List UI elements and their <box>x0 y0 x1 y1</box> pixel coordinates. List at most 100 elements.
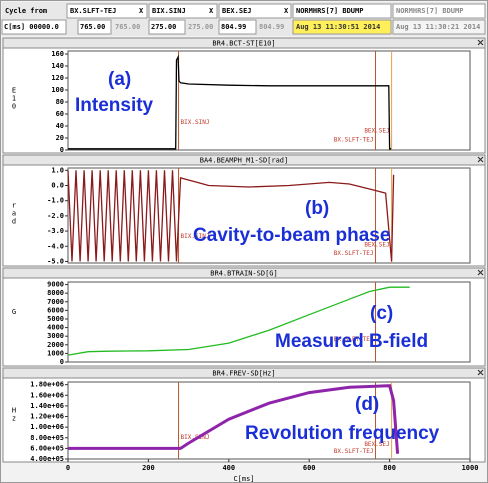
header-label: BX.SLFT-TEJ <box>70 7 116 15</box>
y-tick-label: 0 <box>60 146 64 154</box>
header-value[interactable]: 765.00 <box>80 23 105 31</box>
cell <box>292 3 392 19</box>
y-tick-label: 1.20e+06 <box>30 413 64 421</box>
cell[interactable] <box>148 19 186 35</box>
event-label: BEX.SEJ <box>364 441 389 448</box>
header-value: 275.00 <box>188 23 213 31</box>
y-axis-label: rad <box>10 202 18 226</box>
y-tick-label: 1.40e+06 <box>30 402 64 410</box>
y-tick-label: 3000 <box>47 332 64 340</box>
y-tick-label: 1.00e+06 <box>30 423 64 431</box>
y-tick-label: 7000 <box>47 298 64 306</box>
y-tick-label: 6.00e+05 <box>30 444 64 452</box>
header-label: BEX.SEJ <box>222 7 252 15</box>
data-line <box>67 170 395 262</box>
panel-title-bar <box>2 367 486 379</box>
y-tick-label: 2000 <box>47 341 64 349</box>
y-tick-label: 120 <box>51 74 64 82</box>
y-tick-label: 0.0 <box>51 181 64 189</box>
y-tick-label: 1.0 <box>51 166 64 174</box>
header-label: BIX.SINJ <box>152 7 186 15</box>
y-tick-label: -5.0 <box>47 257 64 265</box>
y-tick-label: 6000 <box>47 306 64 314</box>
header-value: Aug 13 11:30:21 2014 <box>396 23 480 31</box>
event-label: BX.SLFT-TEJ <box>334 137 374 144</box>
panel <box>2 267 486 367</box>
close-button[interactable]: X <box>284 7 289 15</box>
close-icon <box>477 269 484 276</box>
event-label: BX.SLFT-TEJ <box>334 448 374 455</box>
panel-title: BR4.BTRAIN-SD[G] <box>210 270 277 278</box>
y-tick-label: 0 <box>60 358 64 366</box>
header-label: Cycle from <box>5 7 47 15</box>
cell <box>148 3 218 19</box>
cell <box>218 3 292 19</box>
header-value: 804.99 <box>259 23 284 31</box>
y-axis-label: Hz <box>10 407 18 423</box>
y-tick-label: 8000 <box>47 289 64 297</box>
plot-area <box>67 381 471 460</box>
close-button[interactable]: X <box>209 7 214 15</box>
y-tick-label: 80 <box>56 98 64 106</box>
header-value[interactable]: 804.99 <box>221 23 246 31</box>
panel-title: BA4.BEAMPH_M1-SD[rad] <box>200 157 289 165</box>
header-value[interactable]: 275.00 <box>151 23 176 31</box>
annotation: Cavity-to-beam phase <box>193 225 390 246</box>
cell <box>292 19 392 35</box>
header-label: NORMHRS[7] BDUMP <box>296 7 363 15</box>
event-label: BX.SLFT-TEJ <box>334 250 374 257</box>
panel <box>2 367 486 463</box>
data-line <box>67 286 410 356</box>
y-tick-label: 160 <box>51 50 64 58</box>
y-tick-label: 1.80e+06 <box>30 381 64 389</box>
annotation: Intensity <box>75 95 154 116</box>
y-tick-label: 40 <box>56 122 64 130</box>
event-label: BEX.SEJ <box>364 128 389 135</box>
data-line <box>68 384 400 454</box>
y-tick-label: 5000 <box>47 315 64 323</box>
y-tick-label: -2.0 <box>47 212 64 220</box>
data-line <box>68 54 392 150</box>
y-tick-label: 60 <box>56 110 64 118</box>
header-value: Aug 13 11:30:51 2014 <box>296 23 380 31</box>
panel-title: BR4.FREV-SD[Hz] <box>212 370 275 378</box>
y-tick-label: -1.0 <box>47 197 64 205</box>
panel-title-bar <box>2 37 486 49</box>
x-tick-label: 600 <box>303 464 316 472</box>
cell[interactable] <box>77 19 112 35</box>
y-tick-label: 8.00e+05 <box>30 434 64 442</box>
event-label: BIX.SINJ <box>181 119 210 126</box>
annotation: Revolution frequency <box>245 423 440 444</box>
close-icon <box>477 39 484 46</box>
annotation: (b) <box>305 198 329 219</box>
annotation: (c) <box>370 303 393 324</box>
y-tick-label: 4.00e+05 <box>30 455 64 463</box>
event-label: BEX.SEJ <box>364 241 389 248</box>
panel-title-bar <box>2 154 486 166</box>
event-label: BX.SLFT-TEJ <box>334 336 374 343</box>
cell <box>66 3 148 19</box>
y-axis-label: E10 <box>10 87 18 111</box>
close-button[interactable]: X <box>139 7 144 15</box>
plot-area <box>67 281 471 363</box>
header-value: 765.00 <box>115 23 140 31</box>
annotation: Measured B-field <box>275 331 428 352</box>
panel <box>2 37 486 154</box>
y-tick-label: -4.0 <box>47 242 64 250</box>
header-label: NORMHRS[7] BDUMP <box>396 7 463 15</box>
panel-title: BR4.BCT-ST[E10] <box>212 40 275 48</box>
y-tick-label: 4000 <box>47 324 64 332</box>
event-label: BIX.SINJ <box>181 434 210 441</box>
annotation: (d) <box>355 394 379 415</box>
x-tick-label: 800 <box>383 464 396 472</box>
x-axis-label: C[ms] <box>233 475 254 483</box>
y-tick-label: 140 <box>51 62 64 70</box>
header-value: C[ms] 00000.0 <box>4 23 59 31</box>
y-tick-label: 100 <box>51 86 64 94</box>
y-tick-label: 9000 <box>47 281 64 289</box>
panel-title-bar <box>2 267 486 279</box>
close-icon <box>477 156 484 163</box>
cell[interactable] <box>218 19 257 35</box>
